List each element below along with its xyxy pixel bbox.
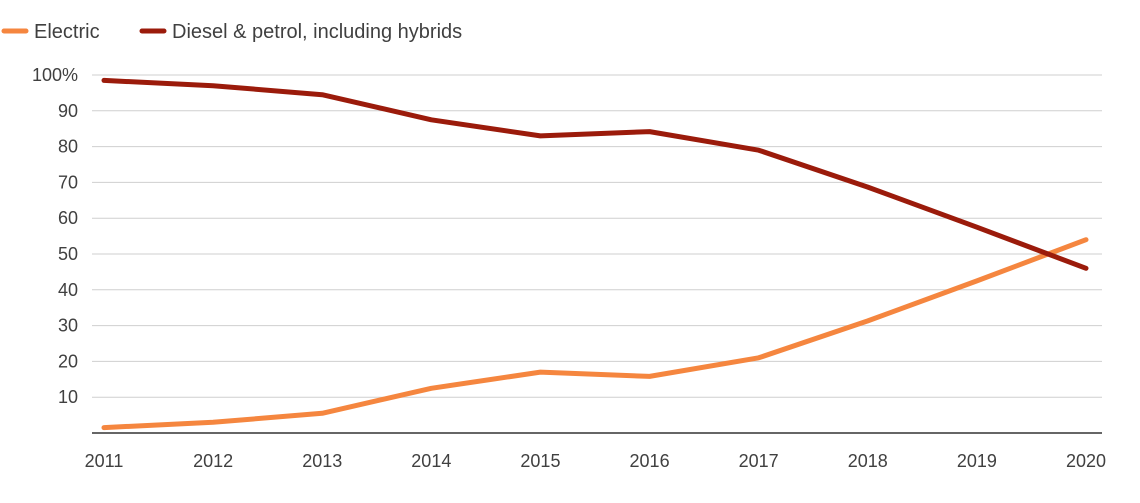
y-axis-ticks: 10 20 30 40 50 60 70 80 90 100% [32,65,78,407]
y-tick-label-100: 100% [32,65,78,85]
x-tick-label-2017: 2017 [739,451,779,471]
x-tick-label-2016: 2016 [630,451,670,471]
series-line-diesel-petrol [101,77,1089,271]
x-tick-label-2018: 2018 [848,451,888,471]
x-tick-label-2015: 2015 [520,451,560,471]
x-tick-label-2014: 2014 [411,451,451,471]
series-lines [101,77,1089,431]
y-tick-label-10: 10 [58,387,78,407]
y-tick-label-30: 30 [58,316,78,336]
x-tick-label-2019: 2019 [957,451,997,471]
y-tick-label-70: 70 [58,172,78,192]
gridlines [92,74,1102,398]
y-tick-label-60: 60 [58,208,78,228]
legend-item-diesel-petrol: Diesel & petrol, including hybrids [139,21,462,43]
y-tick-label-20: 20 [58,351,78,371]
x-tick-label-2013: 2013 [302,451,342,471]
legend-item-electric: Electric [1,21,100,43]
series-line-electric [101,237,1089,431]
x-tick-label-2012: 2012 [193,451,233,471]
y-tick-label-40: 40 [58,280,78,300]
y-tick-label-50: 50 [58,244,78,264]
legend: Electric Diesel & petrol, including hybr… [1,21,462,43]
legend-label-diesel-petrol: Diesel & petrol, including hybrids [172,21,462,43]
x-tick-label-2020: 2020 [1066,451,1106,471]
y-tick-label-80: 80 [58,137,78,157]
x-axis-ticks: 2011 2012 2013 2014 2015 2016 2017 2018 2019 2020 [85,451,1106,471]
y-tick-label-90: 90 [58,101,78,121]
legend-label-electric: Electric [34,21,100,43]
x-tick-label-2011: 2011 [85,451,124,471]
